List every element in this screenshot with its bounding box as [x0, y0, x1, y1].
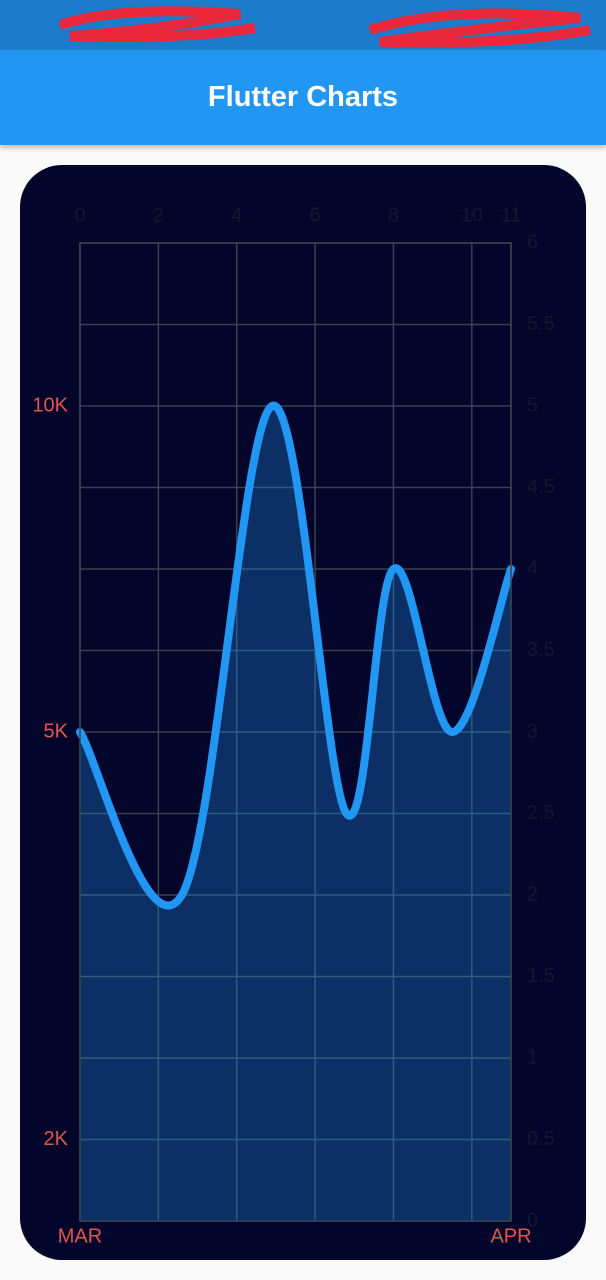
y2-tick-label: 5K [44, 720, 69, 742]
y-tick-label: 1.5 [527, 965, 555, 987]
y2-tick-label: 10K [32, 394, 68, 416]
y2-tick-label: 2K [44, 1128, 69, 1150]
redaction [58, 6, 591, 48]
x-tick-label: 8 [388, 204, 399, 226]
x-tick-label: 4 [231, 204, 242, 226]
app-title: Flutter Charts [207, 81, 399, 113]
x-tick-label: 6 [310, 204, 321, 226]
y-tick-label: 4.5 [527, 476, 555, 498]
line [76, 401, 515, 910]
x-tick-label: 2 [153, 204, 164, 226]
y-tick-label: 3.5 [527, 639, 555, 661]
y-tick-label: 5 [527, 394, 538, 416]
y-tick-label: 0 [527, 1209, 538, 1231]
x-tick-label: 11 [501, 204, 522, 226]
y-tick-label: 2.5 [527, 802, 555, 824]
y-tick-label: 2 [527, 883, 538, 905]
chart-card [20, 165, 586, 1260]
y-tick-label: 3 [527, 720, 538, 742]
y-tick-label: 6 [527, 231, 538, 253]
y-tick-label: 5.5 [527, 313, 555, 335]
status-bar [0, 0, 606, 50]
x2-tick-label: APR [490, 1225, 531, 1247]
app-bar: Flutter Charts [0, 50, 606, 145]
line-area [80, 405, 511, 1222]
x-tick-label: 10 [461, 204, 483, 226]
x-tick-label: 0 [74, 204, 85, 226]
y-tick-label: 4 [527, 557, 538, 579]
y-tick-label: 0.5 [527, 1128, 555, 1150]
y-tick-label: 1 [527, 1046, 538, 1068]
x2-tick-label: MAR [58, 1225, 102, 1247]
plot-border [79, 242, 512, 1222]
